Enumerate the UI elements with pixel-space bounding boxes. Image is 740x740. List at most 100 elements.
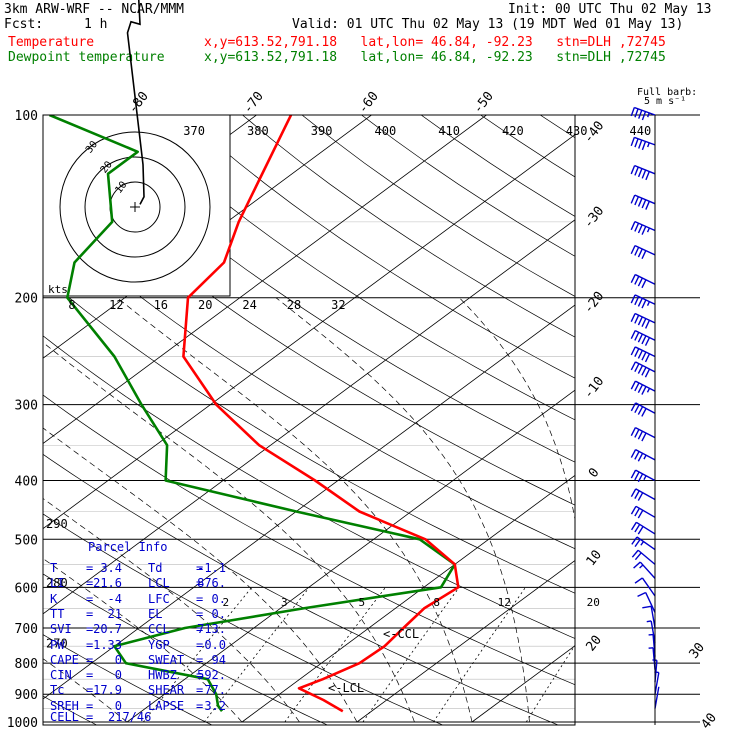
parcel-value-td: -1.1 (197, 561, 226, 575)
barb-flag (634, 138, 639, 148)
hodograph-origin (130, 202, 140, 212)
parcel-value-tt: 21 (107, 606, 122, 621)
parcel-value-li: 21.6 (93, 576, 122, 591)
parcel-label-svi: SVI (50, 622, 72, 637)
barb-flag (630, 521, 637, 531)
pressure-tick-900: 900 (15, 688, 38, 703)
barb-flag (637, 168, 643, 178)
parcel-label-sweat: SWEAT (148, 652, 185, 667)
barb-flag (637, 248, 643, 258)
parcel-value-shear: 77. (204, 683, 226, 698)
barb-staff (635, 505, 656, 518)
barb-legend-line1: Full barb: (637, 87, 697, 98)
moist-adiabat-40 (702, 298, 740, 722)
barb-flag (630, 469, 637, 479)
wind-barb-155 (630, 220, 656, 235)
barb-flag (641, 318, 647, 328)
barb-flag (630, 245, 636, 255)
barb-flag (645, 171, 650, 181)
barb-flag (630, 274, 636, 283)
parcel-value-hwbz: 592. (197, 668, 226, 683)
isotherm-label--70: -70 (241, 89, 267, 117)
theta-label-430: 430 (566, 124, 588, 138)
temp-scale-8: 8 (68, 298, 75, 312)
dry-adiabat-360 (63, 115, 575, 463)
parcel-cell-value: 217/46 (108, 710, 152, 724)
mixing-ratio-label-3: 3 (281, 596, 288, 609)
temperature-location: x,y=613.52,791.18 lat,lon= 46.84, -92.23… (204, 35, 666, 50)
barb-flag (641, 386, 647, 395)
init-time: Init: 00 UTC Thu 02 May 13 (508, 2, 712, 17)
moist-adiabat-15 (43, 341, 415, 723)
isotherm-label-20: 20 (584, 633, 605, 655)
barb-flag (637, 430, 644, 440)
parcel-label-sreh: SREH (50, 698, 79, 713)
barb-flag (634, 451, 640, 460)
barb-staff (654, 672, 660, 695)
barb-flag (641, 335, 647, 345)
wind-barb-700 (642, 605, 656, 629)
barb-flag (634, 490, 640, 499)
barb-flag (641, 279, 647, 289)
barb-flag (641, 408, 647, 417)
parcel-label-pw: PW (50, 637, 65, 652)
isotherm--20 (43, 304, 575, 700)
barb-flag (630, 313, 636, 323)
barb-staff (634, 106, 656, 116)
barb-flag (641, 169, 647, 179)
parcel-value-svi: 20.7 (93, 622, 122, 637)
parcel-value-lcl: 876. (197, 576, 226, 591)
hodograph-trace (126, 0, 145, 205)
wind-barb-620 (634, 577, 656, 597)
dry-adiabat-430 (480, 115, 575, 178)
mixing-ratio-label-20: 20 (587, 596, 600, 609)
barb-flag (630, 505, 637, 515)
model-title: 3km ARW-WRF -- NCAR/MMM (4, 2, 185, 17)
parcel-label-hwbz: HWBZ (148, 668, 177, 683)
pressure-tick-100: 100 (15, 109, 38, 124)
parcel-equals: = (86, 683, 94, 698)
parcel-value-lapse: 3.2 (204, 698, 226, 713)
barb-flag (630, 361, 637, 371)
barb-flag (630, 165, 636, 175)
plot-frame (42, 114, 576, 726)
barb-staff (641, 577, 656, 597)
parcel-label-t: T (50, 561, 58, 575)
parcel-equals: = (196, 637, 204, 652)
valid-time: Valid: 01 UTC Thu 02 May 13 (19 MDT Wed … (292, 17, 684, 32)
dry-adiabat-400 (301, 115, 575, 297)
moist-adiabat--20 (0, 298, 12, 722)
barb-staff (650, 620, 656, 643)
theta-left-label-290: 290 (46, 517, 68, 531)
wind-barb-250 (630, 346, 656, 363)
barb-flag (641, 366, 647, 376)
barb-half-flag (640, 541, 645, 546)
wind-barb-520 (631, 536, 656, 551)
barb-flag (641, 141, 647, 151)
barb-legend-line2: 5 m s⁻¹ (644, 96, 686, 107)
mixing-ratio-label-2: 2 (222, 596, 229, 609)
isotherm--60 (43, 115, 372, 359)
parcel-value-lfc: 0. (211, 591, 226, 606)
moist-adiabat-0 (43, 558, 243, 723)
barb-flag (637, 509, 644, 519)
parcel-value-ccl: 713. (197, 622, 226, 637)
moist-adiabat-30 (459, 297, 575, 522)
mixing-ratio-label-8: 8 (433, 596, 440, 609)
dewpoint-trace (48, 115, 457, 712)
barb-flag (630, 194, 636, 204)
wind-barb-550 (631, 549, 656, 565)
parcel-value-pw: 1.33 (93, 637, 122, 652)
barb-flag (634, 404, 640, 414)
parcel-label-lapse: LAPSE (148, 698, 185, 713)
barb-flag (641, 199, 647, 209)
forecast-hour: 1 h (84, 17, 108, 32)
parcel-label-cin: CIN (50, 668, 72, 683)
dry-adiabat-270 (43, 634, 213, 725)
parcel-value-el: 0. (211, 606, 226, 621)
barb-flag (634, 296, 640, 306)
barb-flag (641, 111, 647, 121)
theta-label-370: 370 (183, 124, 205, 138)
barb-flag (637, 197, 643, 207)
